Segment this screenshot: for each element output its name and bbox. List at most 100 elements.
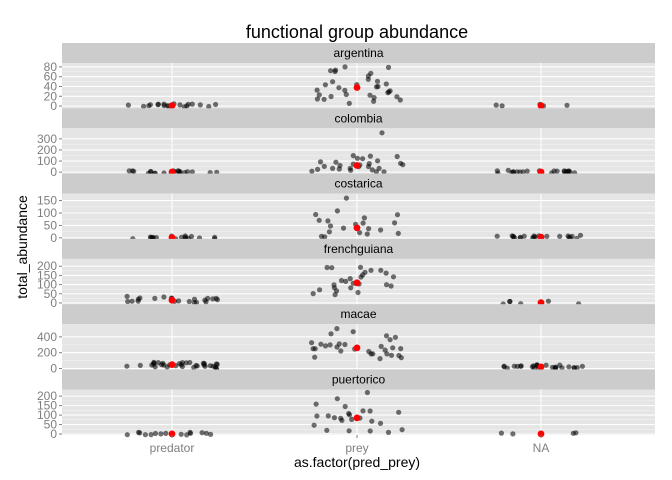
data-point — [164, 103, 171, 109]
y-tick-label: 100 — [37, 278, 57, 292]
data-point — [499, 103, 505, 109]
data-point — [311, 422, 317, 428]
data-point — [569, 233, 575, 239]
data-point — [321, 163, 327, 169]
data-point — [545, 298, 552, 304]
data-point — [125, 102, 131, 108]
data-point — [365, 163, 372, 170]
data-point — [388, 352, 395, 358]
data-point — [377, 356, 383, 362]
y-tick-label: 100 — [37, 408, 57, 422]
data-point — [338, 277, 345, 284]
data-point — [203, 430, 209, 436]
data-point — [178, 234, 185, 240]
y-tick-label: 60 — [44, 70, 58, 84]
data-point — [361, 215, 367, 221]
data-point — [331, 415, 337, 421]
data-point — [566, 364, 572, 370]
data-point — [161, 294, 167, 300]
data-point — [348, 285, 354, 291]
data-point — [343, 278, 349, 284]
data-point — [327, 342, 333, 348]
data-point — [394, 94, 400, 100]
data-point — [510, 431, 516, 437]
data-point — [146, 103, 152, 109]
data-point — [317, 159, 324, 165]
data-point — [340, 225, 347, 231]
data-point — [148, 169, 154, 175]
data-point — [398, 346, 404, 352]
mean-point — [537, 233, 545, 241]
data-point — [342, 87, 348, 93]
panels: argentina020406080colombia0100200300cost… — [37, 43, 655, 441]
y-tick-label: 200 — [37, 346, 57, 360]
facet-panel-macae: macae 0 200 400 — [37, 304, 655, 376]
data-point — [557, 233, 563, 239]
data-point — [176, 298, 182, 304]
data-point — [377, 420, 384, 426]
data-point — [360, 220, 366, 226]
data-point — [544, 233, 550, 239]
data-point — [342, 64, 348, 70]
data-point — [315, 166, 321, 172]
y-tick-label: 20 — [44, 89, 58, 103]
mean-point — [168, 102, 176, 109]
data-point — [142, 432, 148, 438]
mean-point — [353, 344, 361, 352]
data-point — [565, 233, 571, 239]
data-point — [310, 346, 316, 352]
data-point — [187, 359, 193, 366]
data-point — [517, 234, 524, 240]
data-point — [390, 345, 396, 351]
data-point — [214, 297, 220, 303]
data-point — [367, 428, 373, 434]
data-point — [338, 348, 344, 354]
data-point — [518, 363, 524, 369]
data-point — [342, 403, 348, 410]
data-point — [532, 234, 538, 240]
y-axis-title: total_abundance — [14, 195, 30, 299]
y-tick-label: 0 — [50, 99, 57, 113]
data-point — [137, 362, 143, 368]
data-point — [331, 282, 337, 288]
y-tick-label: 400 — [37, 330, 57, 344]
data-point — [387, 88, 393, 94]
chart-title: functional group abundance — [246, 22, 468, 42]
data-point — [570, 430, 576, 436]
data-point — [378, 267, 384, 273]
data-point — [135, 296, 141, 302]
data-point — [381, 169, 387, 175]
data-point — [371, 95, 377, 101]
facet-strip — [62, 173, 655, 194]
data-point — [395, 230, 401, 236]
data-point — [334, 326, 340, 332]
x-axis: predator prey NA — [150, 435, 549, 455]
data-point — [325, 218, 331, 224]
mean-point — [353, 224, 361, 232]
data-point — [330, 79, 336, 85]
data-point — [394, 212, 401, 218]
data-point — [188, 233, 195, 240]
data-point — [328, 93, 334, 100]
data-point — [199, 430, 205, 436]
data-point — [332, 292, 338, 298]
data-point — [577, 232, 584, 238]
facet-strip-label: costarica — [334, 177, 382, 191]
data-point — [346, 428, 352, 434]
data-point — [336, 85, 342, 91]
data-point — [317, 287, 323, 293]
data-point — [309, 340, 315, 346]
data-point — [510, 169, 516, 175]
data-point — [124, 363, 130, 369]
y-tick-label: 200 — [37, 143, 57, 157]
facet-strip — [62, 304, 655, 325]
data-point — [200, 360, 206, 366]
data-point — [148, 432, 154, 438]
data-point — [151, 361, 157, 367]
data-point — [397, 97, 403, 103]
data-point — [179, 360, 185, 366]
data-point — [322, 82, 328, 88]
data-point — [507, 299, 513, 305]
